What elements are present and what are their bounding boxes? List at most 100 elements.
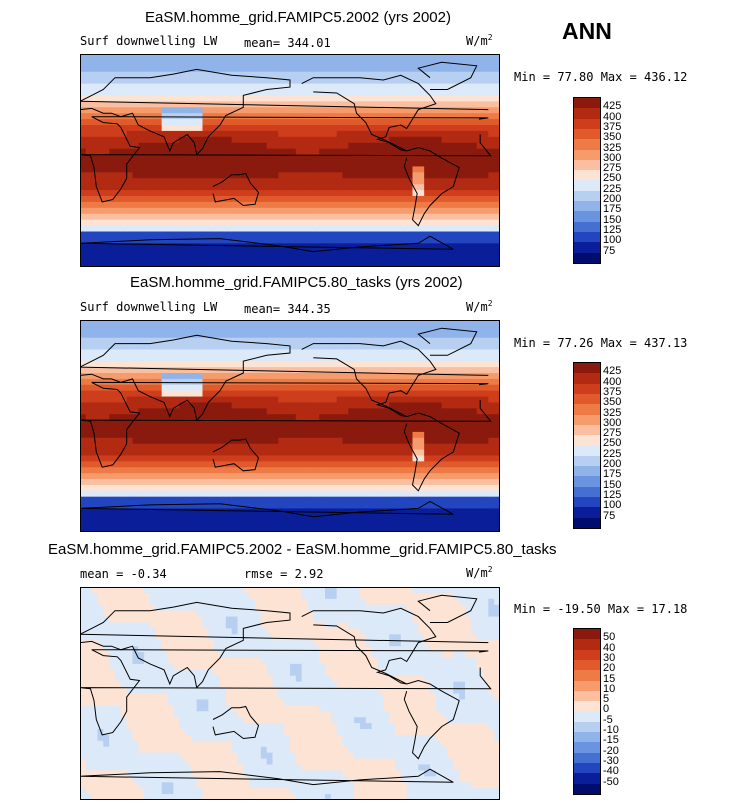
field-cell	[249, 125, 256, 132]
field-cell	[418, 473, 425, 480]
field-cell	[272, 119, 279, 126]
field-cell	[383, 190, 390, 197]
field-cell	[465, 125, 472, 132]
field-cell	[336, 71, 344, 79]
field-cell	[406, 373, 414, 380]
field-cell	[91, 431, 99, 439]
field-cell	[336, 502, 344, 510]
field-cell	[295, 520, 303, 527]
field-cell	[150, 355, 157, 362]
field-cell	[208, 349, 215, 356]
field-cell	[354, 343, 361, 351]
field-cell	[266, 119, 274, 126]
field-cell	[342, 154, 349, 162]
field-cell	[290, 190, 297, 197]
field-cell	[255, 396, 262, 404]
field-cell	[383, 178, 390, 185]
field-cell	[202, 219, 209, 227]
field-cell	[150, 408, 157, 415]
field-cell	[179, 420, 186, 427]
field-cell	[441, 54, 449, 61]
field-cell	[190, 113, 198, 120]
field-cell	[138, 414, 145, 421]
field-cell	[400, 59, 408, 67]
field-cell	[459, 136, 466, 144]
field-cell	[237, 125, 244, 132]
field-cell	[319, 325, 326, 333]
field-cell	[325, 490, 332, 498]
field-cell	[465, 219, 472, 227]
field-cell	[360, 201, 367, 209]
field-cell	[120, 514, 128, 521]
field-cell	[365, 373, 373, 380]
field-cell	[120, 65, 128, 73]
field-cell	[243, 331, 250, 339]
field-cell	[424, 508, 431, 515]
field-cell	[336, 201, 344, 209]
field-cell	[406, 160, 414, 168]
field-cell	[115, 71, 122, 79]
field-cell	[144, 65, 151, 73]
field-cell	[173, 431, 180, 439]
field-cell	[424, 231, 431, 239]
field-cell	[330, 101, 338, 108]
field-cell	[365, 325, 373, 333]
field-cell	[395, 443, 402, 451]
field-cell	[243, 261, 250, 267]
field-cell	[441, 77, 449, 85]
field-cell	[424, 160, 431, 168]
field-cell	[237, 65, 244, 73]
field-cell	[103, 502, 110, 510]
field-cell	[412, 461, 419, 468]
field-cell	[459, 196, 466, 203]
field-cell	[138, 349, 145, 356]
field-cell	[91, 95, 99, 102]
field-cell	[325, 71, 332, 79]
field-cell	[91, 367, 99, 374]
field-cell	[365, 71, 373, 79]
field-cell	[85, 178, 93, 185]
field-cell	[301, 473, 309, 480]
field-cell	[354, 65, 361, 73]
field-cell	[225, 243, 233, 250]
field-cell	[330, 154, 338, 162]
field-cell	[470, 207, 478, 215]
field-cell	[336, 420, 344, 427]
field-cell	[138, 461, 145, 468]
field-cell	[173, 160, 180, 168]
field-cell	[313, 154, 320, 162]
field-cell	[476, 196, 484, 203]
field-cell	[330, 384, 338, 392]
field-cell	[278, 166, 285, 173]
field-cell	[173, 496, 180, 504]
field-cell	[196, 420, 204, 427]
field-cell	[115, 431, 122, 439]
field-cell	[225, 54, 233, 61]
field-cell	[109, 148, 116, 156]
field-cell	[400, 508, 408, 515]
field-cell	[214, 437, 221, 445]
field-cell	[167, 426, 174, 433]
field-cell	[220, 520, 227, 527]
field-cell	[138, 95, 145, 102]
field-cell	[360, 325, 367, 333]
field-cell	[91, 355, 99, 362]
field-cell	[412, 65, 419, 73]
field-cell	[383, 431, 390, 439]
field-cell	[237, 437, 244, 445]
field-cell	[348, 166, 355, 173]
field-cell	[214, 349, 221, 356]
field-cell	[208, 514, 215, 521]
field-cell	[138, 190, 145, 197]
field-cell	[167, 125, 174, 132]
field-cell	[330, 343, 338, 351]
field-cell	[173, 437, 180, 445]
field-cell	[214, 95, 221, 102]
field-cell	[85, 384, 93, 392]
field-cell	[243, 77, 250, 85]
field-cell	[272, 255, 279, 262]
field-cell	[132, 320, 139, 327]
field-cell	[301, 219, 309, 227]
field-cell	[389, 219, 396, 227]
field-cell	[272, 166, 279, 173]
